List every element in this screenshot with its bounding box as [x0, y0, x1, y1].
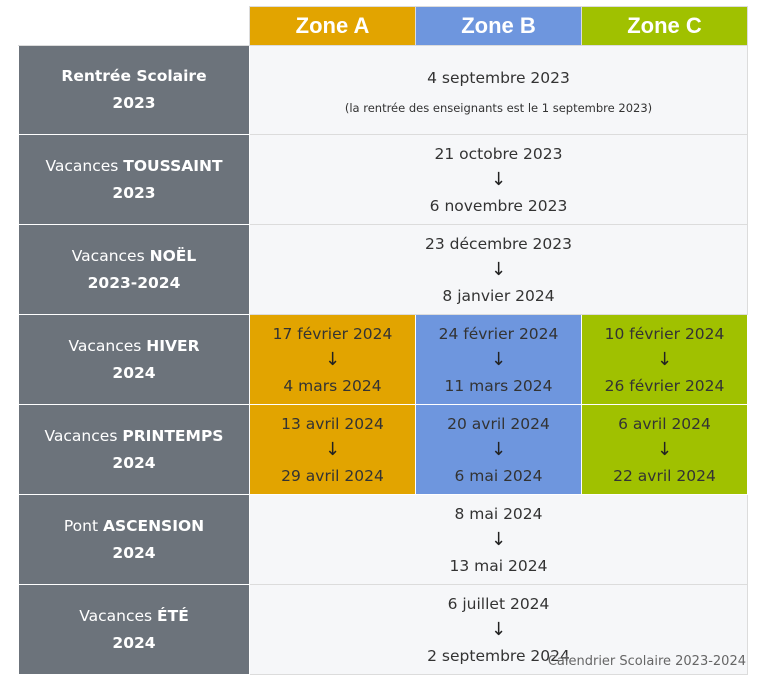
- row-label-printemps: Vacances PRINTEMPS 2024: [18, 404, 250, 495]
- start-date: 13 avril 2024: [281, 414, 384, 433]
- end-date: 13 mai 2024: [449, 556, 548, 575]
- label-year: 2023: [112, 94, 156, 112]
- all-zones-cell: 4 septembre 2023 (la rentrée des enseign…: [249, 45, 748, 135]
- all-zones-cell: 23 décembre 2023 ↓ 8 janvier 2024: [249, 224, 748, 315]
- label-year: 2024: [112, 543, 156, 562]
- end-date: 4 mars 2024: [283, 376, 382, 395]
- zone-b-cell: 20 avril 2024 ↓ 6 mai 2024: [415, 404, 582, 495]
- end-date: 22 avril 2024: [613, 466, 716, 485]
- calendar-table: Zone A Zone B Zone C Rentrée Scolaire 20…: [18, 6, 748, 675]
- arrow-down-icon: ↓: [324, 438, 341, 460]
- start-date: 21 octobre 2023: [434, 144, 563, 163]
- start-date: 23 décembre 2023: [425, 234, 572, 253]
- start-date: 6 juillet 2024: [447, 594, 550, 613]
- start-date: 6 avril 2024: [618, 414, 711, 433]
- label-plain: Vacances: [45, 156, 124, 175]
- school-calendar: Zone A Zone B Zone C Rentrée Scolaire 20…: [18, 6, 748, 675]
- row-label-hiver: Vacances HIVER 2024: [18, 314, 250, 405]
- label-bold: TOUSSAINT: [123, 156, 223, 175]
- arrow-down-icon: ↓: [490, 528, 507, 550]
- start-date: 10 février 2024: [604, 324, 725, 343]
- header-row: Zone A Zone B Zone C: [18, 6, 748, 46]
- arrow-down-icon: ↓: [490, 258, 507, 280]
- start-date: 24 février 2024: [438, 324, 559, 343]
- zone-a-cell: 13 avril 2024 ↓ 29 avril 2024: [249, 404, 416, 495]
- row-ete: Vacances ÉTÉ 2024 6 juillet 2024 ↓ 2 sep…: [18, 584, 748, 675]
- zone-c-header: Zone C: [581, 6, 748, 46]
- arrow-down-icon: ↓: [490, 168, 507, 190]
- row-label-noel: Vacances NOËL 2023-2024: [18, 224, 250, 315]
- label-bold: PRINTEMPS: [122, 426, 224, 445]
- all-zones-cell: 6 juillet 2024 ↓ 2 septembre 2024: [249, 584, 748, 675]
- arrow-down-icon: ↓: [490, 348, 507, 370]
- label-year: 2024: [112, 453, 156, 472]
- start-date: 8 mai 2024: [454, 504, 543, 523]
- table-caption: Calendrier Scolaire 2023-2024: [547, 654, 746, 669]
- arrow-down-icon: ↓: [324, 348, 341, 370]
- end-date: 26 février 2024: [604, 376, 725, 395]
- label-plain: Vacances: [79, 606, 158, 625]
- start-date: 20 avril 2024: [447, 414, 550, 433]
- row-label-ete: Vacances ÉTÉ 2024: [18, 584, 250, 675]
- zone-c-cell: 6 avril 2024 ↓ 22 avril 2024: [581, 404, 748, 495]
- all-zones-cell: 8 mai 2024 ↓ 13 mai 2024: [249, 494, 748, 585]
- end-date: 6 novembre 2023: [429, 196, 568, 215]
- row-label-ascension: Pont ASCENSION 2024: [18, 494, 250, 585]
- start-date: 17 février 2024: [272, 324, 393, 343]
- label-plain: Vacances: [68, 336, 147, 355]
- end-date: 11 mars 2024: [444, 376, 553, 395]
- label-bold: NOËL: [149, 246, 197, 265]
- header-corner: [18, 6, 250, 46]
- row-rentree: Rentrée Scolaire 2023 4 septembre 2023 (…: [18, 45, 748, 135]
- arrow-down-icon: ↓: [656, 348, 673, 370]
- label-plain: Vacances: [71, 246, 150, 265]
- end-date: 29 avril 2024: [281, 466, 384, 485]
- row-toussaint: Vacances TOUSSAINT 2023 21 octobre 2023 …: [18, 134, 748, 225]
- row-label-rentree: Rentrée Scolaire 2023: [18, 45, 250, 135]
- label-plain: Pont: [63, 516, 103, 535]
- row-ascension: Pont ASCENSION 2024 8 mai 2024 ↓ 13 mai …: [18, 494, 748, 585]
- zone-c-cell: 10 février 2024 ↓ 26 février 2024: [581, 314, 748, 405]
- end-date: 2 septembre 2024: [427, 646, 570, 665]
- all-zones-cell: 21 octobre 2023 ↓ 6 novembre 2023: [249, 134, 748, 225]
- label-bold: ÉTÉ: [157, 606, 189, 625]
- note: (la rentrée des enseignants est le 1 sep…: [344, 101, 653, 115]
- end-date: 6 mai 2024: [454, 466, 543, 485]
- zone-a-header: Zone A: [249, 6, 416, 46]
- label-year: 2023-2024: [87, 273, 181, 292]
- zone-b-cell: 24 février 2024 ↓ 11 mars 2024: [415, 314, 582, 405]
- label-bold: Rentrée Scolaire: [61, 67, 207, 85]
- date: 4 septembre 2023: [427, 69, 570, 87]
- label-bold: HIVER: [146, 336, 200, 355]
- label-year: 2023: [112, 183, 156, 202]
- arrow-down-icon: ↓: [490, 618, 507, 640]
- zone-a-cell: 17 février 2024 ↓ 4 mars 2024: [249, 314, 416, 405]
- label-bold: ASCENSION: [102, 516, 205, 535]
- arrow-down-icon: ↓: [656, 438, 673, 460]
- end-date: 8 janvier 2024: [442, 286, 555, 305]
- label-year: 2024: [112, 633, 156, 652]
- label-year: 2024: [112, 363, 156, 382]
- zone-b-header: Zone B: [415, 6, 582, 46]
- row-label-toussaint: Vacances TOUSSAINT 2023: [18, 134, 250, 225]
- row-printemps: Vacances PRINTEMPS 2024 13 avril 2024 ↓ …: [18, 404, 748, 495]
- label-plain: Vacances: [44, 426, 123, 445]
- row-hiver: Vacances HIVER 2024 17 février 2024 ↓ 4 …: [18, 314, 748, 405]
- row-noel: Vacances NOËL 2023-2024 23 décembre 2023…: [18, 224, 748, 315]
- arrow-down-icon: ↓: [490, 438, 507, 460]
